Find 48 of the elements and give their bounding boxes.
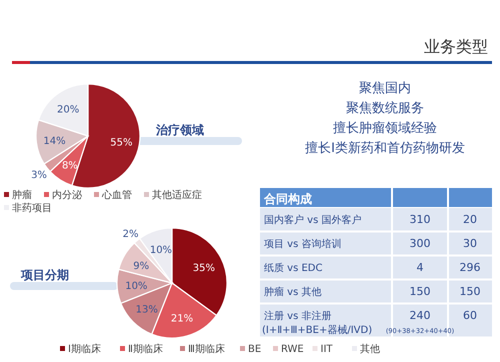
- category-label: 纸质 vs EDC: [264, 262, 323, 274]
- legend-label: IIT: [320, 344, 334, 355]
- data-label: 9%: [133, 260, 150, 272]
- category-label: 肿瘤 vs 其他: [264, 286, 322, 298]
- data-label: 35%: [192, 262, 215, 274]
- data-label: 55%: [110, 137, 132, 148]
- legend-label: RWE: [281, 344, 304, 355]
- data-label: 8%: [62, 160, 78, 172]
- text: 擅长I类新药和首仿药物研发: [305, 140, 465, 156]
- data-label: 2%: [122, 228, 139, 240]
- data-label: 310: [410, 213, 430, 226]
- text: 治疗领域: [155, 123, 204, 137]
- legend-label: 心血管: [101, 189, 132, 201]
- legend-label: 内分泌: [52, 189, 82, 201]
- data-label: 150: [410, 285, 430, 298]
- legend-label: Ⅰ期临床: [68, 343, 101, 355]
- legend-label: Ⅱ期临床: [128, 343, 163, 355]
- legend-label: 非药项目: [12, 202, 52, 214]
- text: 擅长肿瘤领域经验: [333, 120, 437, 136]
- data-label: 4: [416, 261, 424, 274]
- legend-label: 其他: [360, 343, 380, 355]
- category-label: 注册 vs 非注册: [264, 310, 332, 322]
- legend-label: Ⅲ期临床: [188, 343, 225, 355]
- data-label: 14%: [43, 136, 66, 148]
- data-label: 20: [463, 213, 477, 226]
- data-label: 300: [410, 237, 430, 250]
- data-label: 296: [460, 261, 480, 274]
- legend-label: 其他适应症: [152, 189, 202, 201]
- data-label: 240: [410, 309, 430, 322]
- text: 聚焦数统服务: [346, 101, 424, 116]
- data-label: 60: [463, 309, 477, 322]
- category-label: 项目 vs 咨询培训: [264, 238, 342, 250]
- text: 聚焦国内: [359, 81, 411, 96]
- text: 项目分期: [20, 268, 69, 282]
- text: 业务类型: [424, 37, 488, 56]
- legend-label: BE: [248, 344, 262, 355]
- legend-label: 肿瘤: [12, 189, 32, 201]
- data-label: 10%: [150, 245, 172, 256]
- data-label: 30: [463, 237, 477, 250]
- data-label: 13%: [136, 304, 158, 316]
- data-label: 21%: [170, 313, 194, 324]
- data-label: 3%: [31, 170, 47, 181]
- data-label: 20%: [57, 104, 80, 116]
- text: 合同构成: [263, 192, 312, 206]
- text: (Ⅰ+Ⅱ+Ⅲ+BE+器械/IVD): [262, 324, 372, 336]
- data-label: 10%: [125, 281, 148, 292]
- category-label: 国内客户 vs 国外客户: [264, 214, 362, 226]
- data-label: 150: [460, 285, 480, 298]
